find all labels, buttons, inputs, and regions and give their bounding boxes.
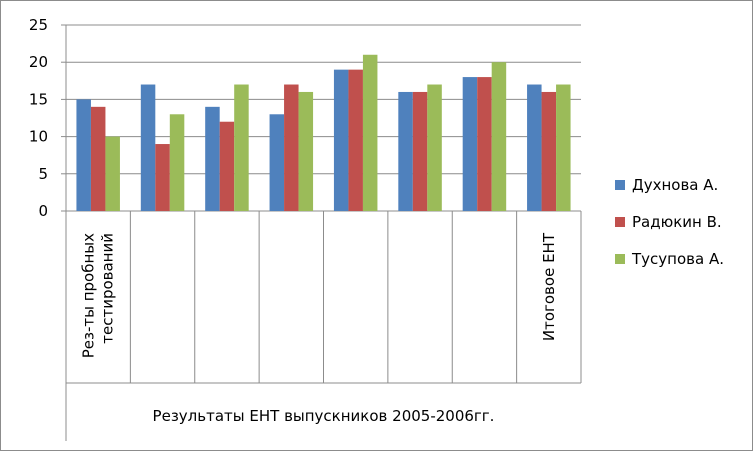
group-label: Результаты ЕНТ выпускников 2005-2006гг. xyxy=(153,407,495,425)
bar xyxy=(556,84,571,211)
bar xyxy=(234,84,249,211)
bar xyxy=(284,84,299,211)
y-tick-label: 5 xyxy=(38,165,48,183)
bar xyxy=(362,54,378,212)
y-tick-label: 15 xyxy=(29,90,48,108)
category-label: тестирований xyxy=(99,233,117,344)
bar xyxy=(398,91,413,211)
bar xyxy=(462,77,478,211)
legend-swatch xyxy=(615,254,625,264)
category-label: Рез-ты пробных xyxy=(80,233,98,358)
legend-label: Тусупова А. xyxy=(631,250,724,268)
bar xyxy=(427,84,442,211)
category-label: Итоговое ЕНТ xyxy=(540,232,558,341)
legend-label: Духнова А. xyxy=(632,176,718,194)
legend-label: Радюкин В. xyxy=(632,213,722,231)
bar xyxy=(105,136,120,211)
legend-swatch xyxy=(615,217,625,227)
y-tick-label: 10 xyxy=(29,128,48,146)
bar xyxy=(219,121,235,211)
bar xyxy=(333,69,349,211)
bar xyxy=(205,106,220,211)
bar xyxy=(412,91,428,211)
bar xyxy=(155,144,170,211)
y-tick-label: 20 xyxy=(29,53,48,71)
bar xyxy=(527,84,542,211)
y-tick-label: 25 xyxy=(29,16,48,34)
bar xyxy=(298,91,314,211)
bar xyxy=(541,91,557,211)
bar xyxy=(76,99,91,211)
bar xyxy=(169,114,185,211)
bar xyxy=(269,114,285,211)
bar xyxy=(348,69,363,211)
bar xyxy=(491,62,507,212)
legend-swatch xyxy=(615,180,625,190)
bar xyxy=(140,84,156,211)
bar xyxy=(477,77,492,211)
y-tick-label: 0 xyxy=(38,202,48,220)
bar xyxy=(90,106,106,211)
